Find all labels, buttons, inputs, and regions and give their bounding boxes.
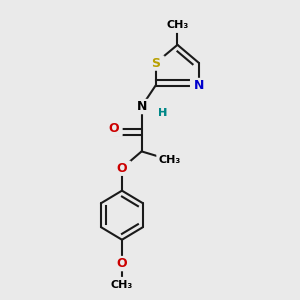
Text: H: H (158, 108, 167, 118)
Text: H: H (158, 108, 167, 118)
FancyBboxPatch shape (113, 160, 131, 176)
FancyBboxPatch shape (190, 78, 208, 93)
FancyBboxPatch shape (133, 99, 151, 114)
Text: O: O (108, 122, 119, 136)
Text: CH₃: CH₃ (158, 155, 181, 165)
FancyBboxPatch shape (164, 17, 191, 33)
FancyBboxPatch shape (113, 256, 131, 271)
FancyBboxPatch shape (154, 106, 172, 121)
Text: CH₃: CH₃ (167, 20, 189, 30)
FancyBboxPatch shape (156, 152, 183, 167)
Text: CH₃: CH₃ (111, 280, 133, 290)
Text: S: S (151, 57, 160, 70)
Text: N: N (136, 100, 147, 113)
FancyBboxPatch shape (109, 277, 135, 292)
FancyBboxPatch shape (104, 121, 123, 137)
FancyBboxPatch shape (146, 56, 165, 71)
Text: N: N (194, 79, 204, 92)
Text: O: O (117, 162, 127, 175)
Text: O: O (117, 257, 127, 270)
